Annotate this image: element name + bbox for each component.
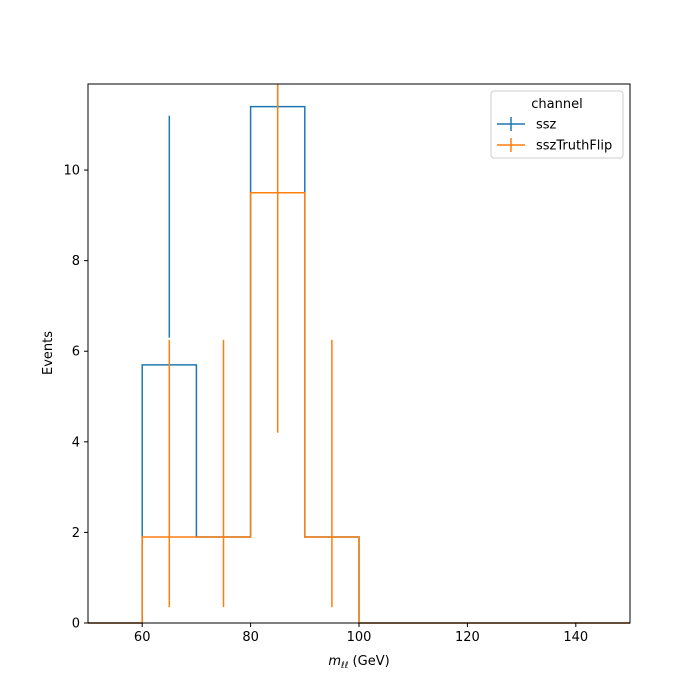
legend-entry-ssz: ssz <box>497 117 557 133</box>
y-tick-label: 0 <box>72 617 80 632</box>
legend-label: ssz <box>536 118 557 133</box>
x-axis: 60 80 100 120 140 <box>134 623 588 645</box>
x-axis-label: mℓℓ (GeV) <box>328 654 389 671</box>
y-tick-label: 2 <box>72 526 80 541</box>
y-tick-label: 4 <box>72 435 80 450</box>
y-tick-label: 10 <box>63 164 80 179</box>
x-tick-label: 60 <box>134 630 151 645</box>
x-tick-label: 120 <box>455 630 480 645</box>
y-tick-label: 6 <box>72 345 80 360</box>
x-tick-label: 140 <box>563 630 588 645</box>
legend-title: channel <box>531 97 582 112</box>
x-tick-label: 100 <box>347 630 372 645</box>
y-axis: 0 2 4 6 8 10 <box>63 164 88 632</box>
chart-marks <box>88 84 630 624</box>
y-tick-label: 8 <box>72 254 80 269</box>
x-tick-label: 80 <box>242 630 259 645</box>
y-axis-label: Events <box>41 331 56 375</box>
legend-label: sszTruthFlip <box>536 139 612 154</box>
legend: channel ssz sszTruthFlip <box>490 90 624 159</box>
legend-box <box>490 90 624 159</box>
legend-entry-sszTruthFlip: sszTruthFlip <box>497 138 612 154</box>
